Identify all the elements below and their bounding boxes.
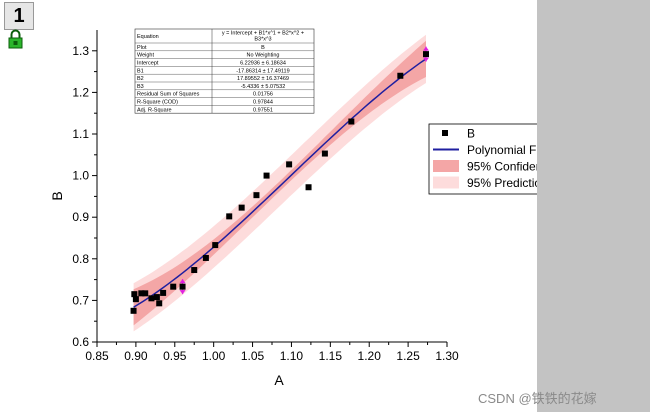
watermark-text: CSDN @铁铁的花嫁 [478,391,597,406]
fit-line [133,58,427,308]
y-tick-label: 1.0 [72,169,89,183]
stats-key: Weight [137,53,154,59]
arrow-head-down [423,57,429,62]
y-tick-label: 0.8 [72,252,89,266]
stats-value: -17.86314 ± 17.49119 [236,68,289,74]
axes-layer: 0.85 0.90 0.95 1.00 1.05 1.10 1.15 1.20 1.25 1.30… [49,30,459,388]
stats-key: B1 [137,68,144,74]
data-point [263,172,270,179]
y-tick-label: 0.6 [72,335,89,349]
stats-value: 17.89552 ± 16.37469 [237,76,289,82]
data-point [130,307,137,314]
stats-key: Intercept [137,61,159,67]
stats-value: 0.01756 [253,92,273,98]
stats-value: No Weighting [247,53,280,59]
legend-label: B [467,127,475,141]
stats-key: Residual Sum of Squares [137,92,200,98]
x-tick-label: 1.00 [202,349,226,363]
arrow-head-up [179,279,186,284]
data-point [348,118,355,125]
legend-swatch-points [442,130,448,136]
data-point [305,184,312,191]
x-tick-label: 1.20 [358,349,382,363]
data-point [148,295,155,302]
data-point [132,296,139,303]
data-point [238,204,245,211]
data-point [423,51,429,58]
data-point [253,192,260,199]
stats-value: -5.4336 ± 5.07532 [241,84,286,90]
legend-label: Polynomial Fit of Sheet1 B [467,143,537,157]
stats-key: Equation [137,34,159,40]
x-tick-label: 0.85 [85,349,109,363]
x-axis-title: A [274,372,284,388]
legend[interactable]: B Polynomial Fit of Sheet1 B 95% Confidenc… [428,123,537,195]
y-tick-label: 0.9 [72,210,89,224]
stats-table[interactable]: Equation y = Intercept + B1*x^1 + B2*x^2 … [134,28,315,114]
data-point [397,72,404,79]
x-tick-label: 1.15 [319,349,343,363]
data-point [160,289,167,296]
stats-key: R-Square (COD) [137,100,178,106]
x-tick-label: 0.95 [163,349,187,363]
stats-value: B [261,45,265,51]
data-point [321,150,328,157]
x-tick-label: 1.05 [241,349,265,363]
stats-value: 0.97844 [253,100,273,106]
data-point [179,283,186,290]
legend-label: 95% Prediction Band of B [467,176,537,190]
x-tick-label: 1.25 [396,349,420,363]
arrow-head-down [179,290,186,295]
gray-margin-area [537,0,650,412]
data-point [131,291,138,298]
stats-value: y = Intercept + B1*x^1 + B2*x^2 + [222,31,304,37]
stats-key: Adj. R-Square [137,107,172,113]
data-point [212,242,219,249]
legend-swatch-confidence [433,160,459,172]
x-tick-label: 1.10 [280,349,304,363]
data-point [226,213,233,220]
data-point [202,254,209,261]
y-tick-label: 1.1 [72,127,89,141]
data-point [156,300,163,307]
legend-label: 95% Confidence Band of B [467,160,537,174]
stats-key: B2 [137,76,144,82]
y-tick-label: 0.7 [72,293,89,307]
data-point [142,290,149,297]
legend-swatch-prediction [433,176,459,189]
lock-icon[interactable] [8,29,23,49]
x-tick-label: 1.30 [435,349,459,363]
y-tick-label: 1.3 [72,44,89,58]
data-point [153,294,160,301]
data-points-layer [130,51,429,314]
stats-value: 0.97551 [253,107,273,113]
y-tick-label: 1.2 [72,85,89,99]
arrow-head-up [423,46,429,51]
data-point [191,267,198,274]
stats-key: Plot [137,45,147,51]
chart: 0.85 0.90 0.95 1.00 1.05 1.10 1.15 1.20 1.25 1.30… [8,28,537,388]
confidence-band [133,40,426,326]
stats-key: B3 [137,84,144,90]
data-point [286,161,293,168]
y-axis-title: B [49,191,65,200]
stats-value: B3*x^3 [254,37,271,43]
x-tick-label: 0.90 [124,349,148,363]
data-point [170,283,177,290]
stats-value: 6.22936 ± 6.18634 [240,61,286,67]
data-point [138,290,145,297]
page-number-tab[interactable]: 1 [4,2,34,30]
fit-layer [133,58,427,308]
